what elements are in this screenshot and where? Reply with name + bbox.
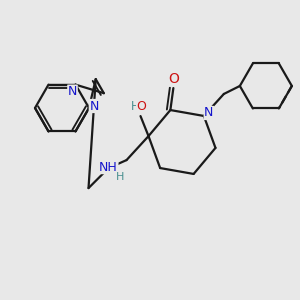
Text: N: N [89,100,99,112]
Text: O: O [168,72,179,86]
Text: N: N [204,106,214,119]
Text: NH: NH [99,160,118,174]
Text: H: H [131,100,140,112]
Text: N: N [68,85,77,98]
Text: O: O [136,100,146,112]
Text: H: H [116,172,125,182]
